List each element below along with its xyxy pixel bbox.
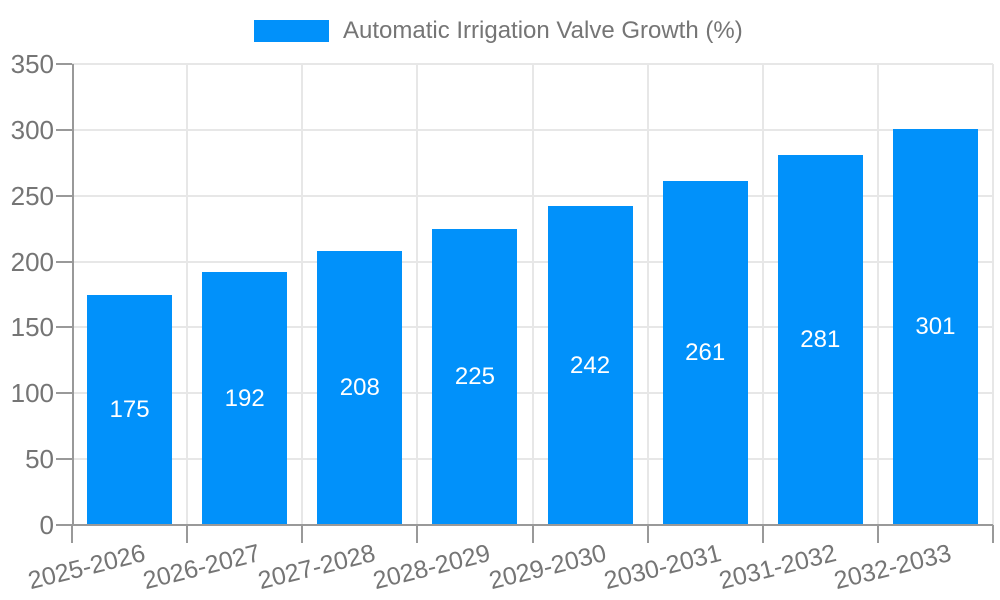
y-axis-tick [56,128,72,131]
x-axis-tick-label: 2025-2026 [25,539,149,596]
x-axis-tick-label: 2030-2031 [600,539,724,596]
x-axis-tick [646,525,649,543]
x-axis-tick [531,525,534,543]
x-axis-tick [186,525,189,543]
y-axis-tick [56,326,72,329]
x-axis-tick [301,525,304,543]
gridline-vertical [186,64,189,525]
y-axis-tick [56,392,72,395]
x-axis-tick [992,525,994,543]
gridline-vertical [761,64,764,525]
gridline-vertical [992,64,994,525]
legend-item[interactable]: Automatic Irrigation Valve Growth (%) [254,17,743,45]
y-axis-tick [56,458,72,461]
x-axis-tick [416,525,419,543]
y-axis-tick-label: 250 [10,180,54,211]
y-axis-tick-label: 200 [10,246,54,277]
x-axis-line [56,524,993,526]
x-axis-tick [71,525,73,543]
gridline-vertical [416,64,419,525]
bar[interactable] [432,228,518,525]
plot-area: 0 50 100 150 200 250 300 350 175 2025-2026 192 2026… [11,51,994,595]
y-axis-tick-label: 300 [10,114,54,145]
gridline-vertical [876,64,879,525]
bar[interactable] [892,128,978,525]
y-axis-tick-label: 100 [10,378,54,409]
x-axis-tick-label: 2029-2030 [485,539,609,596]
bar[interactable] [317,251,403,525]
x-axis-tick-label: 2026-2027 [140,539,264,596]
y-axis-tick-label: 150 [10,312,54,343]
x-axis-tick-label: 2032-2033 [831,539,954,596]
legend-swatch-icon [254,20,329,42]
x-axis-tick [876,525,879,543]
gridline-vertical [646,64,649,525]
y-axis-line [72,64,74,525]
x-axis-tick [761,525,764,543]
legend-label: Automatic Irrigation Valve Growth (%) [343,17,743,44]
x-axis-tick-label: 2028-2029 [370,539,494,596]
y-axis-tick [56,260,72,263]
gridline-vertical [531,64,534,525]
bar[interactable] [777,154,863,525]
bar[interactable] [662,181,748,525]
bar[interactable] [202,272,288,525]
y-axis-tick [56,194,72,197]
gridline-vertical [301,64,304,525]
x-axis-tick-label: 2027-2028 [255,539,379,596]
y-axis-tick-label: 350 [10,49,54,79]
y-axis-tick [56,63,72,65]
y-axis-tick-label: 0 [39,510,54,540]
bar[interactable] [87,294,173,525]
bar[interactable] [547,206,633,525]
y-axis-tick-label: 50 [25,444,54,475]
x-axis-tick-label: 2031-2032 [716,539,839,596]
